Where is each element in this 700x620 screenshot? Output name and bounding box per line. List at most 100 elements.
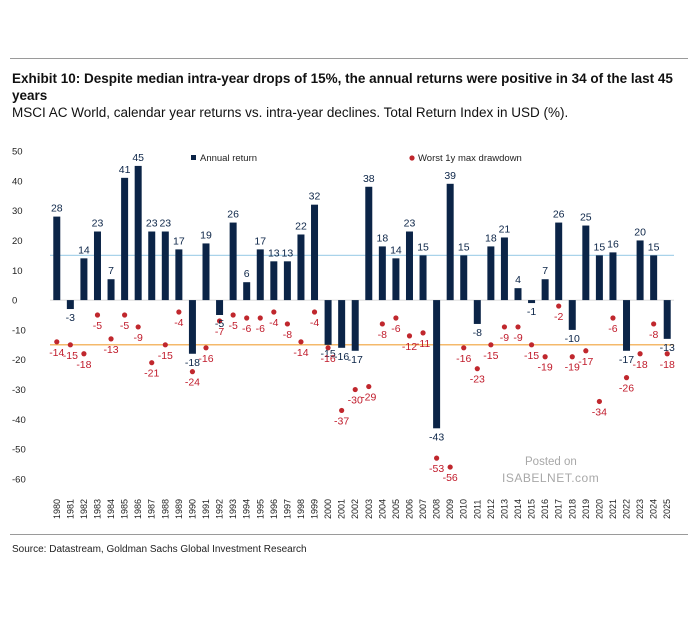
bar-label-2001: -16 [334,351,349,363]
dot-label-2011: -23 [470,374,485,386]
y-axis: 50 40 30 20 10 0 -10 -20 -30 -40 -50 -60 [12,147,26,486]
x-tick-label-1995: 1995 [255,499,265,519]
y-tick-label: 10 [12,266,23,277]
bar-label-1980: 28 [51,203,63,215]
watermark-line1: Posted on [525,456,577,468]
dot-2019 [583,348,589,354]
x-tick-label-2014: 2014 [513,499,523,519]
bar-label-2022: -17 [619,354,634,366]
dot-2010 [461,345,467,351]
dot-label-2012: -15 [483,350,498,362]
legend-dot-swatch [409,155,415,161]
x-tick-label-1980: 1980 [52,499,62,519]
bar-label-2009: 39 [444,170,456,182]
dot-label-2023: -18 [632,359,647,371]
bar-2025 [663,300,671,339]
dot-label-2006: -12 [402,341,417,353]
dot-1998 [298,339,304,345]
bar-1982 [80,258,88,301]
bar-2017 [555,222,563,301]
x-tick-label-1982: 1982 [79,499,89,519]
bar-series [53,165,671,429]
x-tick-label-2004: 2004 [377,499,387,519]
bar-label-2003: 38 [363,173,375,185]
dot-label-2022: -26 [619,383,634,395]
dot-2024 [651,321,657,327]
dot-2021 [610,315,616,321]
bar-2009 [446,183,454,301]
x-tick-label-1998: 1998 [296,499,306,519]
x-tick-label-2023: 2023 [635,499,645,519]
y-tick-label: 0 [12,296,17,307]
bar-label-1982: 14 [78,244,90,256]
bar-1999 [311,204,319,301]
chart-subtitle: MSCI AC World, calendar year returns vs.… [12,105,569,120]
bar-label-1981: -3 [66,312,75,324]
x-tick-label-2003: 2003 [364,499,374,519]
x-tick-label-2019: 2019 [581,499,591,519]
dot-label-2014: -9 [513,332,522,344]
bar-label-2007: 15 [417,241,429,253]
x-tick-label-2017: 2017 [554,499,564,519]
bar-label-2024: 15 [648,241,660,253]
bar-2013 [500,237,508,301]
bar-1988 [161,231,169,301]
dot-1990 [189,369,196,375]
legend: Annual return Worst 1y max drawdown [191,153,522,164]
bar-label-1989: 17 [173,235,185,247]
dot-label-1985: -5 [120,320,129,332]
bar-2015 [528,300,536,304]
dot-series [54,303,670,470]
bar-1984 [107,279,115,301]
x-tick-label-2022: 2022 [622,499,632,519]
bar-label-1997: 13 [282,247,294,259]
bar-1993 [229,222,237,301]
bar-label-2018: -10 [565,333,580,345]
bar-1997 [283,261,291,301]
bar-1996 [270,261,278,301]
dot-2004 [379,321,385,327]
bar-label-1998: 22 [295,220,307,232]
dot-label-2004: -8 [378,329,387,341]
dot-2023 [637,351,643,357]
bar-label-2025: -13 [660,342,675,354]
bar-2001 [338,300,346,348]
bar-1986 [134,165,142,301]
dot-label-1987: -21 [144,368,159,380]
chart-title: Exhibit 10: Despite median intra-year dr… [12,71,673,103]
x-tick-label-1991: 1991 [201,499,211,519]
dot-label-2021: -6 [608,323,617,335]
bar-2004 [378,246,386,301]
y-tick-label: 30 [12,206,23,217]
x-tick-label-2002: 2002 [350,499,360,519]
x-tick-label-2011: 2011 [472,500,482,519]
bar-label-1987: 23 [146,218,158,230]
bar-label-2008: -43 [429,431,444,443]
x-tick-label-2000: 2000 [323,499,333,519]
bar-label-1988: 23 [159,218,171,230]
dot-label-2019: -17 [578,356,593,368]
x-tick-label-1989: 1989 [174,499,184,519]
x-tick-label-1997: 1997 [282,499,292,519]
dot-1994 [244,315,250,321]
x-tick-label-2025: 2025 [662,499,672,519]
reference-lines [50,254,674,346]
bar-1998 [297,234,305,301]
x-tick-label-1999: 1999 [310,499,320,519]
bar-2023 [636,240,644,301]
dot-2000 [325,345,331,351]
dot-1993 [230,312,236,318]
dot-2006 [406,333,413,339]
y-tick-label: -50 [12,445,26,456]
bar-2003 [365,186,373,301]
dot-1988 [162,342,168,348]
y-tick-label: -10 [12,325,26,336]
dot-label-1988: -15 [158,350,173,362]
x-tick-label-1987: 1987 [147,499,157,519]
bar-1981 [66,300,74,310]
dot-label-2020: -34 [592,406,607,418]
source-note: Source: Datastream, Goldman Sachs Global… [12,544,307,555]
dot-2012 [488,342,494,348]
x-tick-label-1990: 1990 [187,499,197,519]
